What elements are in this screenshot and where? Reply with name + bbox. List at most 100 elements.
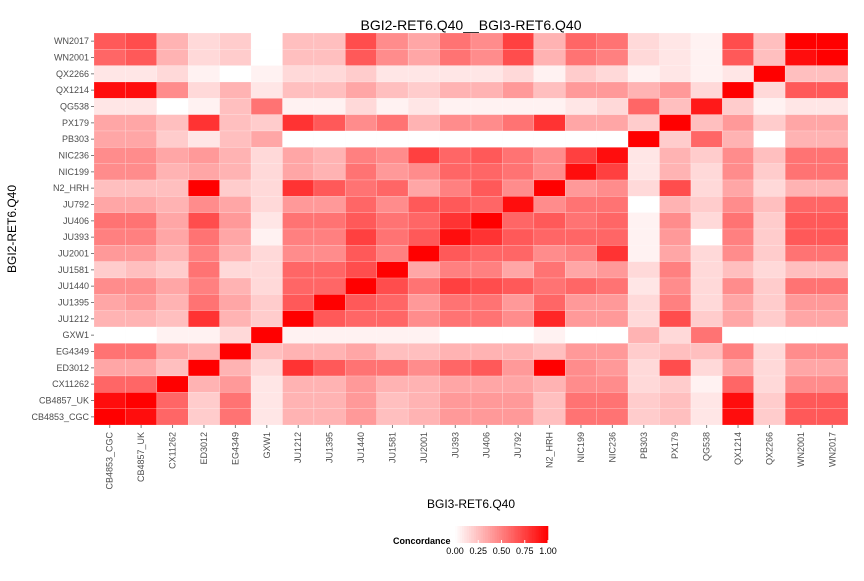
heatmap-cell (722, 245, 755, 262)
heatmap-cell (753, 408, 786, 426)
heatmap-cell (156, 408, 189, 426)
heatmap-cell (533, 212, 566, 230)
heatmap-cell (502, 277, 535, 295)
heatmap-cell (407, 310, 440, 328)
y-tick-label: JU393 (63, 232, 89, 242)
heatmap-cell (722, 130, 755, 148)
heatmap-cell (93, 114, 126, 132)
heatmap-cell (596, 65, 629, 83)
x-tick-label: QG538 (702, 432, 712, 461)
x-tick-label: JU406 (482, 432, 492, 458)
heatmap-cell (659, 65, 692, 83)
heatmap-cell (753, 147, 786, 164)
heatmap-cell (690, 49, 723, 66)
heatmap-cell (722, 228, 755, 246)
heatmap-cell (502, 212, 535, 230)
heatmap-cell (125, 212, 158, 230)
heatmap-cell (313, 65, 346, 83)
heatmap-cell (313, 130, 346, 148)
heatmap-cell (565, 81, 597, 99)
heatmap-cells (93, 32, 849, 426)
heatmap-cell (470, 81, 503, 99)
heatmap-cell (345, 114, 377, 132)
heatmap-cell (156, 196, 189, 213)
y-tick-label: PX179 (62, 118, 89, 128)
y-tick-label: QG538 (60, 102, 89, 112)
heatmap-cell (784, 359, 817, 377)
heatmap-cell (219, 212, 252, 230)
y-tick-label: JU792 (63, 200, 89, 210)
heatmap-cell (627, 277, 660, 295)
heatmap-cell (533, 163, 566, 181)
heatmap-cell (627, 114, 660, 132)
heatmap-cell (565, 277, 597, 295)
heatmap-cell (188, 196, 220, 213)
heatmap-cell (470, 392, 503, 409)
legend-tick-label: 1.00 (539, 546, 557, 556)
heatmap-cell (282, 294, 315, 311)
heatmap-cell (282, 147, 315, 164)
heatmap-cell (816, 98, 849, 115)
x-tick-label: PB303 (639, 432, 649, 459)
y-tick-label: NIC236 (58, 151, 89, 161)
heatmap-cell (502, 114, 535, 132)
heatmap-cell (156, 294, 189, 311)
y-tick-label: JU406 (63, 216, 89, 226)
legend-swatch (545, 526, 549, 543)
heatmap-cell (93, 163, 126, 181)
heatmap-cell (816, 310, 849, 328)
heatmap-cell (722, 212, 755, 230)
heatmap-cell (250, 294, 283, 311)
x-tick-label: N2_HRH (545, 432, 555, 468)
heatmap-cell (627, 98, 660, 115)
heatmap-cell (659, 294, 692, 311)
heatmap-cell (345, 147, 377, 164)
heatmap-cell (533, 81, 566, 99)
y-tick-label: JU1395 (58, 298, 89, 308)
heatmap-cell (596, 359, 629, 377)
heatmap-cell (156, 98, 189, 115)
heatmap-cell (219, 326, 252, 344)
heatmap-cell (345, 261, 377, 279)
heatmap-cell (156, 179, 189, 197)
heatmap-cell (439, 245, 472, 262)
y-tick-label: JU1440 (58, 281, 89, 291)
heatmap-cell (627, 212, 660, 230)
heatmap-cell (596, 228, 629, 246)
heatmap-cell (93, 147, 126, 164)
heatmap-cell (816, 375, 849, 393)
heatmap-cell (784, 163, 817, 181)
heatmap-cell (345, 245, 377, 262)
heatmap-cell (533, 196, 566, 213)
heatmap-cell (502, 408, 535, 426)
heatmap-cell (407, 245, 440, 262)
y-tick-label: PB303 (62, 134, 89, 144)
heatmap-cell (282, 228, 315, 246)
heatmap-cell (125, 261, 158, 279)
heatmap-cell (282, 359, 315, 377)
heatmap-cell (722, 392, 755, 409)
heatmap-cell (690, 408, 723, 426)
heatmap-cell (188, 130, 220, 148)
heatmap-cell (219, 65, 252, 83)
heatmap-cell (188, 343, 220, 360)
heatmap-cell (188, 163, 220, 181)
y-tick-label: WN2017 (54, 36, 89, 46)
heatmap-cell (282, 261, 315, 279)
heatmap-cell (407, 359, 440, 377)
heatmap-cell (784, 179, 817, 197)
heatmap-cell (565, 49, 597, 66)
heatmap-cell (502, 130, 535, 148)
heatmap-cell (345, 212, 377, 230)
heatmap-cell (470, 359, 503, 377)
legend-swatch (455, 526, 458, 543)
heatmap-cell (376, 196, 409, 213)
y-tick-label: CX11262 (52, 379, 89, 389)
heatmap-cell (659, 343, 692, 360)
heatmap-cell (188, 81, 220, 99)
legend-swatch (524, 526, 528, 543)
heatmap-cell (250, 196, 283, 213)
y-tick-label: CB4853_CGC (31, 412, 89, 422)
heatmap-cell (282, 375, 315, 393)
heatmap-cell (690, 261, 723, 279)
